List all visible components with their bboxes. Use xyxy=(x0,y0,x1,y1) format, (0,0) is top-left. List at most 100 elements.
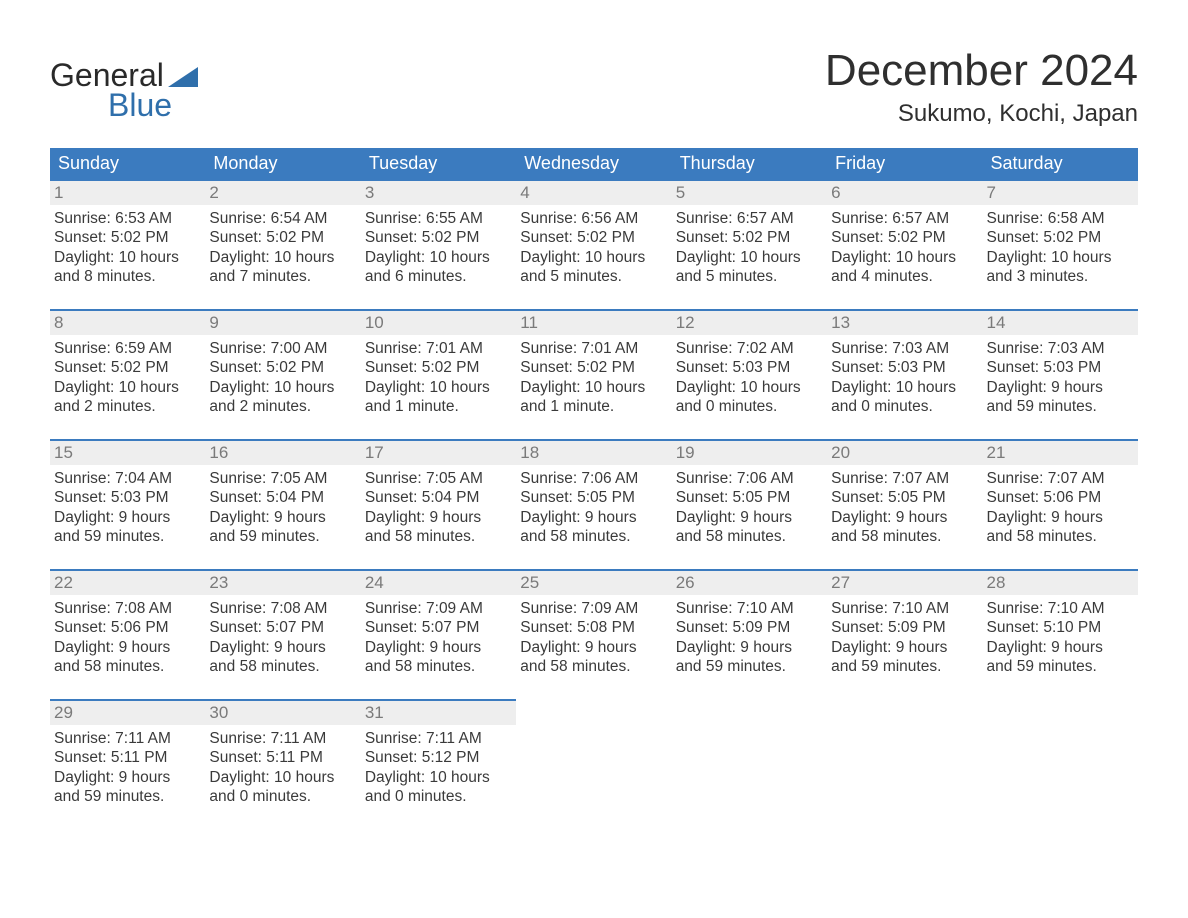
sunset-line: Sunset: 5:03 PM xyxy=(676,358,821,377)
day-details: Sunrise: 7:08 AMSunset: 5:06 PMDaylight:… xyxy=(50,595,205,681)
day-number: 8 xyxy=(50,311,205,335)
daylight-line-1: Daylight: 9 hours xyxy=(209,638,354,657)
daylight-line-1: Daylight: 10 hours xyxy=(520,248,665,267)
daylight-line-2: and 58 minutes. xyxy=(831,527,976,546)
sunrise-line: Sunrise: 7:00 AM xyxy=(209,339,354,358)
sunrise-line: Sunrise: 7:09 AM xyxy=(365,599,510,618)
sunset-line: Sunset: 5:09 PM xyxy=(676,618,821,637)
calendar-cell: 12Sunrise: 7:02 AMSunset: 5:03 PMDayligh… xyxy=(672,310,827,440)
weekday-tuesday: Tuesday xyxy=(361,148,516,180)
daylight-line-2: and 4 minutes. xyxy=(831,267,976,286)
calendar-row: 22Sunrise: 7:08 AMSunset: 5:06 PMDayligh… xyxy=(50,570,1138,700)
calendar-cell: 3Sunrise: 6:55 AMSunset: 5:02 PMDaylight… xyxy=(361,180,516,310)
day-details: Sunrise: 7:00 AMSunset: 5:02 PMDaylight:… xyxy=(205,335,360,421)
daylight-line-2: and 1 minute. xyxy=(520,397,665,416)
calendar-cell xyxy=(672,700,827,829)
sunrise-line: Sunrise: 7:03 AM xyxy=(831,339,976,358)
sunset-line: Sunset: 5:03 PM xyxy=(987,358,1132,377)
sunrise-line: Sunrise: 7:02 AM xyxy=(676,339,821,358)
calendar-cell: 9Sunrise: 7:00 AMSunset: 5:02 PMDaylight… xyxy=(205,310,360,440)
daylight-line-1: Daylight: 10 hours xyxy=(54,378,199,397)
logo: General Blue xyxy=(50,60,198,121)
weekday-row: Sunday Monday Tuesday Wednesday Thursday… xyxy=(50,148,1138,180)
day-number: 10 xyxy=(361,311,516,335)
daylight-line-1: Daylight: 9 hours xyxy=(54,768,199,787)
daylight-line-2: and 59 minutes. xyxy=(54,527,199,546)
daylight-line-1: Daylight: 9 hours xyxy=(987,378,1132,397)
daylight-line-1: Daylight: 10 hours xyxy=(520,378,665,397)
calendar-body: 1Sunrise: 6:53 AMSunset: 5:02 PMDaylight… xyxy=(50,180,1138,829)
day-details: Sunrise: 6:56 AMSunset: 5:02 PMDaylight:… xyxy=(516,205,671,291)
day-number: 12 xyxy=(672,311,827,335)
day-details: Sunrise: 7:05 AMSunset: 5:04 PMDaylight:… xyxy=(205,465,360,551)
daylight-line-1: Daylight: 9 hours xyxy=(209,508,354,527)
daylight-line-1: Daylight: 10 hours xyxy=(209,378,354,397)
daylight-line-1: Daylight: 9 hours xyxy=(831,508,976,527)
sunrise-line: Sunrise: 6:54 AM xyxy=(209,209,354,228)
sunrise-line: Sunrise: 7:10 AM xyxy=(831,599,976,618)
day-details: Sunrise: 6:57 AMSunset: 5:02 PMDaylight:… xyxy=(672,205,827,291)
sunrise-line: Sunrise: 7:08 AM xyxy=(54,599,199,618)
daylight-line-1: Daylight: 9 hours xyxy=(520,638,665,657)
sunset-line: Sunset: 5:03 PM xyxy=(54,488,199,507)
sunrise-line: Sunrise: 7:06 AM xyxy=(676,469,821,488)
calendar-cell: 5Sunrise: 6:57 AMSunset: 5:02 PMDaylight… xyxy=(672,180,827,310)
daylight-line-1: Daylight: 9 hours xyxy=(831,638,976,657)
daylight-line-2: and 59 minutes. xyxy=(209,527,354,546)
location-subtitle: Sukumo, Kochi, Japan xyxy=(825,100,1138,128)
daylight-line-1: Daylight: 9 hours xyxy=(365,638,510,657)
sunset-line: Sunset: 5:07 PM xyxy=(209,618,354,637)
sunset-line: Sunset: 5:02 PM xyxy=(520,228,665,247)
sunrise-line: Sunrise: 6:57 AM xyxy=(676,209,821,228)
day-details: Sunrise: 7:10 AMSunset: 5:09 PMDaylight:… xyxy=(672,595,827,681)
calendar-cell: 1Sunrise: 6:53 AMSunset: 5:02 PMDaylight… xyxy=(50,180,205,310)
day-details: Sunrise: 7:11 AMSunset: 5:11 PMDaylight:… xyxy=(50,725,205,811)
daylight-line-1: Daylight: 10 hours xyxy=(676,378,821,397)
day-details: Sunrise: 6:57 AMSunset: 5:02 PMDaylight:… xyxy=(827,205,982,291)
title-block: December 2024 Sukumo, Kochi, Japan xyxy=(825,40,1138,134)
day-details: Sunrise: 6:53 AMSunset: 5:02 PMDaylight:… xyxy=(50,205,205,291)
daylight-line-2: and 3 minutes. xyxy=(987,267,1132,286)
day-number: 9 xyxy=(205,311,360,335)
sunset-line: Sunset: 5:02 PM xyxy=(365,228,510,247)
daylight-line-1: Daylight: 9 hours xyxy=(365,508,510,527)
daylight-line-1: Daylight: 10 hours xyxy=(831,248,976,267)
daylight-line-2: and 58 minutes. xyxy=(209,657,354,676)
page: General Blue December 2024 Sukumo, Kochi… xyxy=(0,0,1188,918)
daylight-line-1: Daylight: 10 hours xyxy=(987,248,1132,267)
sunrise-line: Sunrise: 7:03 AM xyxy=(987,339,1132,358)
calendar-cell: 21Sunrise: 7:07 AMSunset: 5:06 PMDayligh… xyxy=(983,440,1138,570)
weekday-thursday: Thursday xyxy=(672,148,827,180)
daylight-line-1: Daylight: 9 hours xyxy=(676,638,821,657)
daylight-line-1: Daylight: 10 hours xyxy=(365,378,510,397)
sunset-line: Sunset: 5:04 PM xyxy=(209,488,354,507)
sunrise-line: Sunrise: 7:04 AM xyxy=(54,469,199,488)
day-number: 28 xyxy=(983,571,1138,595)
day-details: Sunrise: 7:10 AMSunset: 5:10 PMDaylight:… xyxy=(983,595,1138,681)
sunset-line: Sunset: 5:02 PM xyxy=(209,228,354,247)
daylight-line-1: Daylight: 10 hours xyxy=(209,248,354,267)
sunrise-line: Sunrise: 7:05 AM xyxy=(365,469,510,488)
daylight-line-2: and 59 minutes. xyxy=(831,657,976,676)
weekday-wednesday: Wednesday xyxy=(516,148,671,180)
daylight-line-2: and 2 minutes. xyxy=(209,397,354,416)
day-details: Sunrise: 7:07 AMSunset: 5:06 PMDaylight:… xyxy=(983,465,1138,551)
daylight-line-2: and 59 minutes. xyxy=(676,657,821,676)
daylight-line-2: and 0 minutes. xyxy=(209,787,354,806)
calendar-cell: 24Sunrise: 7:09 AMSunset: 5:07 PMDayligh… xyxy=(361,570,516,700)
calendar-row: 29Sunrise: 7:11 AMSunset: 5:11 PMDayligh… xyxy=(50,700,1138,829)
daylight-line-2: and 1 minute. xyxy=(365,397,510,416)
sunrise-line: Sunrise: 6:56 AM xyxy=(520,209,665,228)
header-row: General Blue December 2024 Sukumo, Kochi… xyxy=(50,40,1138,134)
daylight-line-2: and 6 minutes. xyxy=(365,267,510,286)
calendar-row: 15Sunrise: 7:04 AMSunset: 5:03 PMDayligh… xyxy=(50,440,1138,570)
day-details: Sunrise: 7:07 AMSunset: 5:05 PMDaylight:… xyxy=(827,465,982,551)
day-details: Sunrise: 7:10 AMSunset: 5:09 PMDaylight:… xyxy=(827,595,982,681)
calendar-table: Sunday Monday Tuesday Wednesday Thursday… xyxy=(50,148,1138,829)
day-details: Sunrise: 7:05 AMSunset: 5:04 PMDaylight:… xyxy=(361,465,516,551)
calendar-cell: 28Sunrise: 7:10 AMSunset: 5:10 PMDayligh… xyxy=(983,570,1138,700)
calendar-cell: 30Sunrise: 7:11 AMSunset: 5:11 PMDayligh… xyxy=(205,700,360,829)
day-number: 7 xyxy=(983,181,1138,205)
daylight-line-2: and 59 minutes. xyxy=(987,657,1132,676)
day-details: Sunrise: 7:02 AMSunset: 5:03 PMDaylight:… xyxy=(672,335,827,421)
